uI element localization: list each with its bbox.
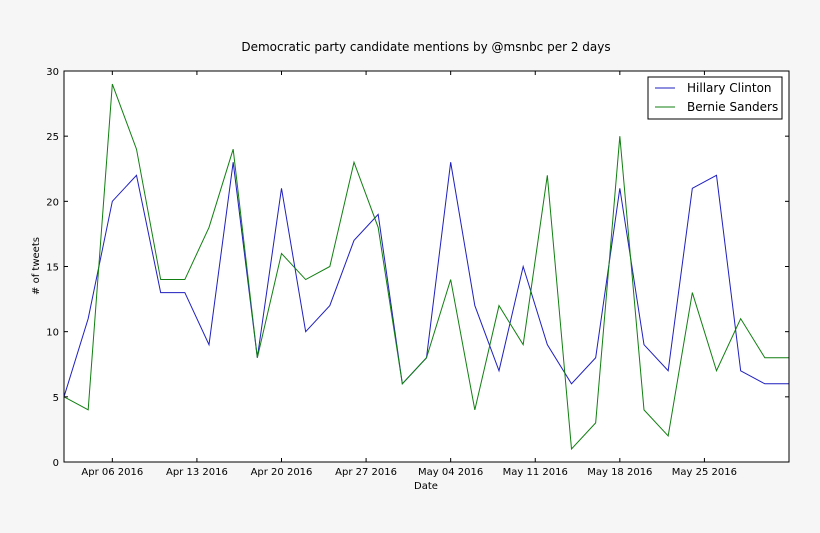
- legend-box: [647, 76, 783, 120]
- x-axis-label: Date: [414, 481, 438, 492]
- legend-label-hillary-clinton: Hillary Clinton: [687, 81, 772, 95]
- y-tick-label: 0: [53, 458, 59, 469]
- x-tick-label: Apr 27 2016: [335, 467, 397, 478]
- x-tick-label: May 18 2016: [587, 467, 652, 478]
- x-tick-label: May 04 2016: [418, 467, 483, 478]
- legend: Hillary Clinton Bernie Sanders: [647, 76, 783, 120]
- y-tick-label: 20: [46, 197, 59, 208]
- y-tick-label: 10: [46, 328, 59, 339]
- x-tick-label: Apr 13 2016: [166, 467, 228, 478]
- y-axis-label: # of tweets: [31, 237, 42, 295]
- x-tick-label: Apr 20 2016: [251, 467, 313, 478]
- series-line-bernie-sanders: [63, 83, 789, 451]
- axis-layer: 0 5 10 15 20 25 30 Apr 06 2016 Apr 13 2016 Apr 20…: [46, 67, 789, 478]
- x-tick-label: Apr 06 2016: [81, 467, 143, 478]
- plot-area: [64, 71, 789, 462]
- legend-label-bernie-sanders: Bernie Sanders: [687, 100, 778, 114]
- y-tick-label: 25: [46, 132, 59, 143]
- x-tick-label: May 25 2016: [672, 467, 737, 478]
- y-tick-label: 15: [46, 263, 59, 274]
- x-tick-label: May 11 2016: [503, 467, 568, 478]
- chart-title: Democratic party candidate mentions by @…: [241, 40, 610, 54]
- series-layer: [63, 83, 789, 451]
- y-tick-label: 30: [46, 67, 59, 78]
- y-tick-label: 5: [53, 393, 59, 404]
